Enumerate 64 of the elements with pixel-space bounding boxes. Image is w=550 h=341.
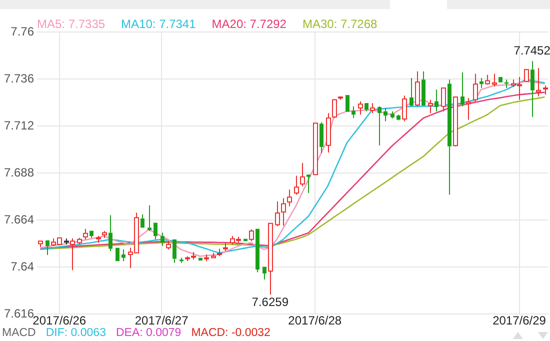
- annotation: 7.7452: [514, 43, 550, 58]
- candlestick: [122, 248, 126, 262]
- y-tick-label: 7.688: [4, 165, 34, 180]
- candlestick: [287, 189, 292, 207]
- candlestick: [358, 100, 363, 116]
- candlestick: [108, 214, 112, 252]
- candlestick: [320, 122, 324, 154]
- candlestick: [364, 103, 368, 112]
- candlestick: [154, 222, 158, 240]
- candlestick: [473, 73, 478, 102]
- candlestick: [485, 74, 490, 86]
- candlestick: [352, 106, 356, 118]
- y-tick-label: 7.736: [4, 71, 34, 86]
- candlestick: [536, 68, 541, 97]
- candlestick: [396, 114, 400, 120]
- candlestick: [428, 99, 433, 114]
- y-tick-label: 7.616: [4, 306, 34, 320]
- candlestick: [180, 257, 184, 264]
- text: MA20: 7.7292: [212, 17, 286, 31]
- candlestick: [70, 238, 75, 271]
- candlestick: [390, 110, 394, 119]
- text: MACD: -0.0032: [191, 327, 270, 339]
- candlestick: [275, 200, 280, 227]
- candlestick: [140, 214, 144, 228]
- annotation: 7.6259: [252, 294, 289, 309]
- candlestick: [448, 79, 452, 196]
- y-tick-label: 7.712: [4, 118, 34, 132]
- y-tick-label: 7.76: [10, 24, 34, 38]
- candlestick: [460, 72, 464, 107]
- candlestick: [90, 230, 94, 238]
- candlestick: [384, 107, 388, 122]
- candlestick: [530, 60, 534, 118]
- text: DIF: 0.0063: [46, 327, 106, 339]
- x-tick-label: 2017/6/26: [32, 314, 86, 328]
- candlestick: [256, 228, 260, 273]
- x-tick-label: 2017/6/28: [288, 314, 342, 328]
- y-tick-label: 7.664: [4, 212, 34, 226]
- candlestick: [326, 112, 331, 153]
- candlestick: [480, 78, 484, 89]
- candlestick: [262, 266, 266, 280]
- candlestick: [160, 232, 164, 247]
- candlestick: [148, 204, 152, 232]
- candlestick: [172, 239, 176, 264]
- candlestick: [410, 78, 414, 107]
- text: DEA: 0.0079: [116, 327, 182, 339]
- x-tick-label: 2017/6/29: [492, 314, 546, 328]
- text: MA10: 7.7341: [121, 17, 196, 31]
- candlestick: [422, 70, 426, 106]
- candlestick: [300, 162, 305, 187]
- candlestick: [434, 89, 438, 112]
- candlestick: [492, 73, 497, 87]
- candlestick: [268, 222, 273, 296]
- y-tick-label: 7.64: [10, 259, 34, 274]
- candlestick: [294, 175, 299, 196]
- text: MA5: 7.7335: [37, 17, 106, 31]
- candlestick: [281, 198, 286, 226]
- candlestick: [306, 174, 310, 194]
- text: MACD: [2, 327, 36, 339]
- text: MA30: 7.7268: [302, 17, 378, 31]
- candlestick: [38, 240, 43, 248]
- candlestick: [466, 97, 471, 120]
- candlestick: [441, 88, 446, 112]
- candlestick: [415, 70, 420, 107]
- x-tick-label: 2017/6/27: [134, 314, 189, 328]
